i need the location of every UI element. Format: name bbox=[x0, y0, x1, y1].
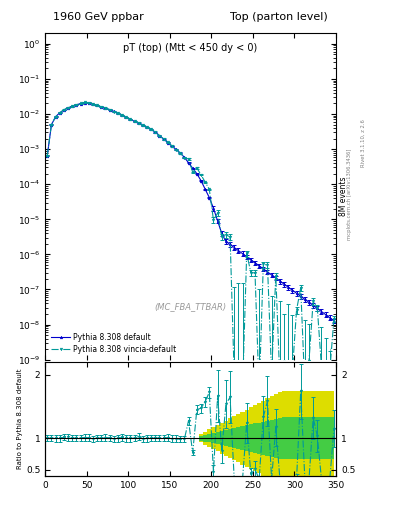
Pythia 8.308 vincia-default bbox=[169, 143, 174, 149]
Text: Rivet 3.1.10, z 2.6: Rivet 3.1.10, z 2.6 bbox=[361, 119, 366, 167]
Pythia 8.308 vincia-default bbox=[86, 99, 91, 105]
Pythia 8.308 default bbox=[45, 153, 50, 159]
Pythia 8.308 vincia-default bbox=[257, 390, 261, 396]
Pythia 8.308 default bbox=[82, 99, 87, 105]
Y-axis label: 8M events: 8M events bbox=[339, 177, 348, 216]
Y-axis label: Ratio to Pythia 8.308 default: Ratio to Pythia 8.308 default bbox=[17, 369, 23, 470]
Pythia 8.308 default bbox=[207, 195, 212, 201]
Pythia 8.308 vincia-default bbox=[116, 110, 120, 116]
Text: 1960 GeV ppbar: 1960 GeV ppbar bbox=[53, 11, 144, 22]
Pythia 8.308 default bbox=[332, 317, 336, 324]
Pythia 8.308 default bbox=[136, 120, 141, 126]
Line: Pythia 8.308 vincia-default: Pythia 8.308 vincia-default bbox=[46, 101, 335, 394]
Pythia 8.308 default bbox=[86, 100, 91, 106]
Legend: Pythia 8.308 default, Pythia 8.308 vincia-default: Pythia 8.308 default, Pythia 8.308 vinci… bbox=[49, 331, 179, 356]
Pythia 8.308 vincia-default bbox=[45, 153, 50, 159]
Pythia 8.308 vincia-default bbox=[136, 120, 141, 126]
Text: (MC_FBA_TTBAR): (MC_FBA_TTBAR) bbox=[154, 302, 227, 311]
Pythia 8.308 vincia-default bbox=[298, 285, 303, 291]
Text: mcplots.cern.ch [arXiv:1306.3436]: mcplots.cern.ch [arXiv:1306.3436] bbox=[347, 149, 352, 240]
Pythia 8.308 vincia-default bbox=[207, 186, 212, 193]
Pythia 8.308 vincia-default bbox=[332, 315, 336, 322]
Pythia 8.308 default bbox=[116, 110, 120, 116]
Pythia 8.308 vincia-default bbox=[82, 99, 87, 105]
Pythia 8.308 default bbox=[290, 287, 295, 293]
Line: Pythia 8.308 default: Pythia 8.308 default bbox=[46, 101, 335, 322]
Text: pT (top) (Mtt < 450 dy < 0): pT (top) (Mtt < 450 dy < 0) bbox=[123, 43, 258, 53]
Text: Top (parton level): Top (parton level) bbox=[230, 11, 328, 22]
Pythia 8.308 default bbox=[294, 290, 299, 296]
